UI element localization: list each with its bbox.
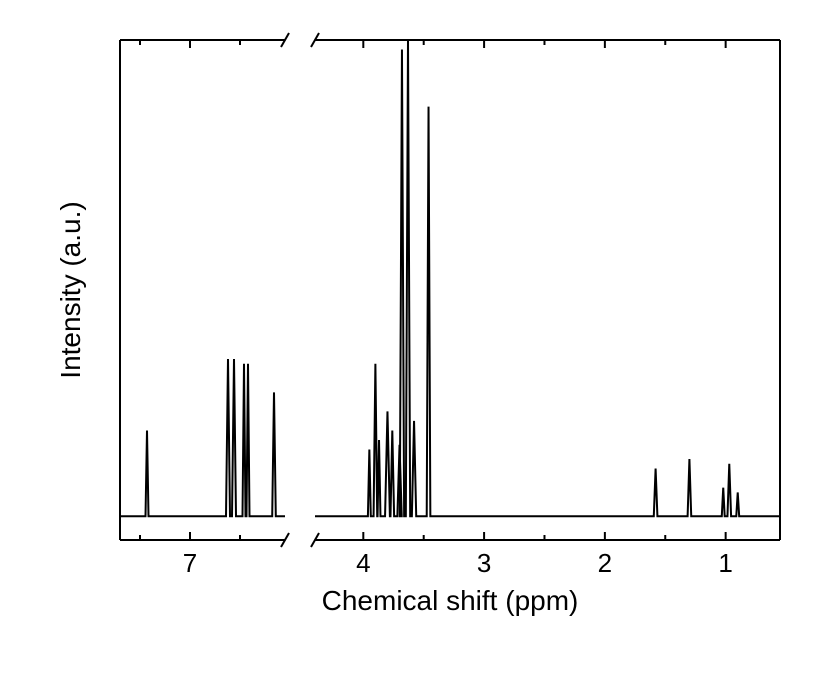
svg-text:7: 7 bbox=[183, 548, 197, 578]
nmr-chart: 7 4 3 2 1 Chemical shift (ppm) Intensity (a.u.… bbox=[50, 30, 790, 640]
page: 7 4 3 2 1 Chemical shift (ppm) Intensity (a.u.… bbox=[0, 0, 831, 682]
svg-text:1: 1 bbox=[718, 548, 732, 578]
chart-svg: 7 4 3 2 1 Chemical shift (ppm) Intensity (a.u.… bbox=[50, 30, 790, 640]
svg-text:Intensity (a.u.): Intensity (a.u.) bbox=[55, 201, 86, 378]
svg-text:4: 4 bbox=[356, 548, 370, 578]
svg-text:3: 3 bbox=[477, 548, 491, 578]
svg-text:2: 2 bbox=[598, 548, 612, 578]
svg-text:Chemical shift (ppm): Chemical shift (ppm) bbox=[322, 585, 579, 616]
